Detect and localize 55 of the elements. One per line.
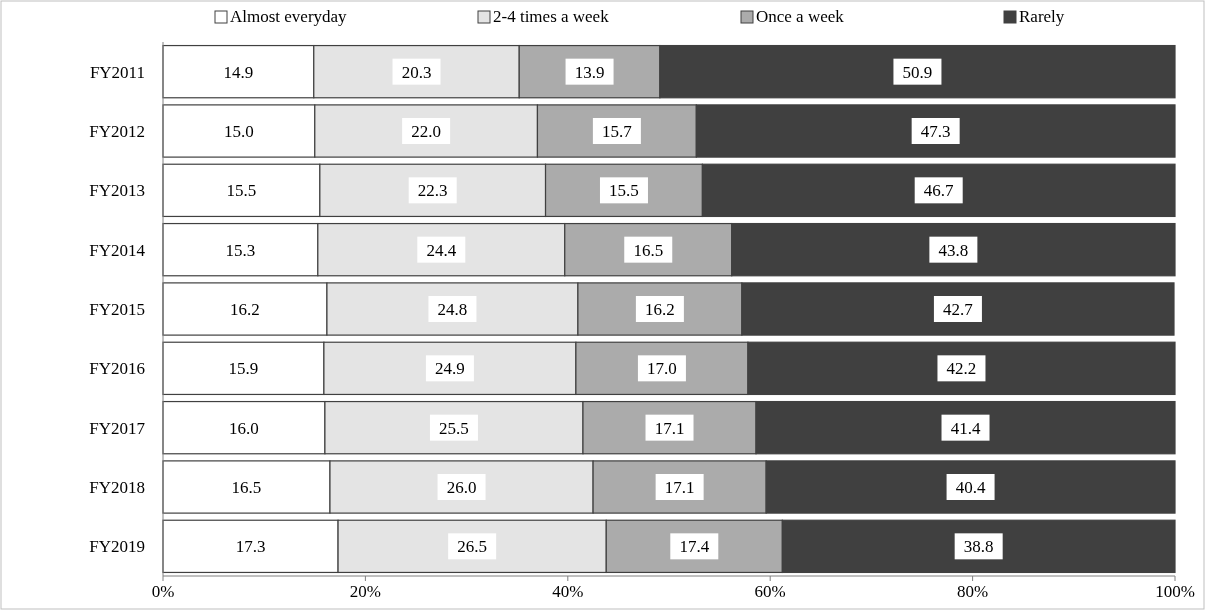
x-tick-label: 0% — [151, 582, 175, 601]
y-tick-label: FY2018 — [89, 478, 145, 497]
x-tick-label: 20% — [349, 582, 381, 601]
y-tick-label: FY2014 — [89, 240, 146, 260]
data-label: 20.3 — [401, 62, 432, 82]
data-label: 24.9 — [435, 359, 465, 379]
data-label: 17.3 — [235, 537, 266, 557]
data-label: 13.9 — [574, 62, 605, 82]
data-label: 15.9 — [228, 359, 259, 379]
x-tick-label: 80% — [957, 582, 989, 601]
x-tick-label: 60% — [754, 582, 786, 601]
legend-label: Rarely — [1019, 7, 1065, 26]
y-tick-label: FY2011 — [89, 62, 145, 82]
y-tick-label: FY2015 — [89, 300, 145, 319]
data-label: 24.8 — [437, 300, 468, 319]
data-label: 15.5 — [609, 181, 639, 201]
data-label: 15.0 — [224, 122, 254, 141]
y-tick-label: FY2017 — [89, 418, 146, 438]
data-label: 40.4 — [955, 478, 986, 497]
data-label: 17.4 — [679, 537, 710, 557]
data-label: 17.1 — [654, 418, 685, 438]
data-label: 16.5 — [231, 478, 262, 497]
legend-label: 2-4 times a week — [493, 7, 610, 26]
data-label: 43.8 — [938, 240, 969, 260]
data-label: 16.5 — [633, 240, 664, 260]
data-label: 14.9 — [223, 62, 254, 82]
data-label: 22.3 — [417, 181, 448, 201]
data-label: 16.0 — [229, 418, 259, 438]
legend-label: Almost everyday — [230, 7, 348, 26]
data-label: 16.2 — [645, 300, 675, 319]
y-tick-label: FY2019 — [89, 537, 145, 557]
y-tick-label: FY2013 — [89, 181, 145, 201]
data-label: 17.1 — [664, 478, 695, 497]
data-label: 24.4 — [426, 240, 457, 260]
data-label: 17.0 — [647, 359, 677, 379]
data-label: 15.5 — [226, 181, 257, 201]
data-label: 46.7 — [923, 181, 955, 201]
data-label: 47.3 — [920, 122, 951, 141]
x-tick-label: 100% — [1155, 582, 1195, 601]
data-label: 38.8 — [963, 537, 994, 557]
data-label: 50.9 — [902, 62, 933, 82]
data-label: 16.2 — [230, 300, 260, 319]
data-label: 15.3 — [225, 240, 256, 260]
data-label: 26.0 — [446, 478, 477, 497]
data-label: 41.4 — [950, 418, 981, 438]
data-label: 42.2 — [946, 359, 977, 379]
data-label: 42.7 — [943, 300, 974, 319]
data-label: 26.5 — [457, 537, 488, 557]
x-tick-label: 40% — [552, 582, 584, 601]
data-label: 15.7 — [602, 122, 633, 141]
data-label: 22.0 — [411, 122, 441, 141]
y-tick-label: FY2016 — [89, 359, 145, 379]
y-tick-label: FY2012 — [89, 122, 145, 141]
legend-label: Once a week — [756, 7, 845, 26]
data-label: 25.5 — [439, 418, 469, 438]
